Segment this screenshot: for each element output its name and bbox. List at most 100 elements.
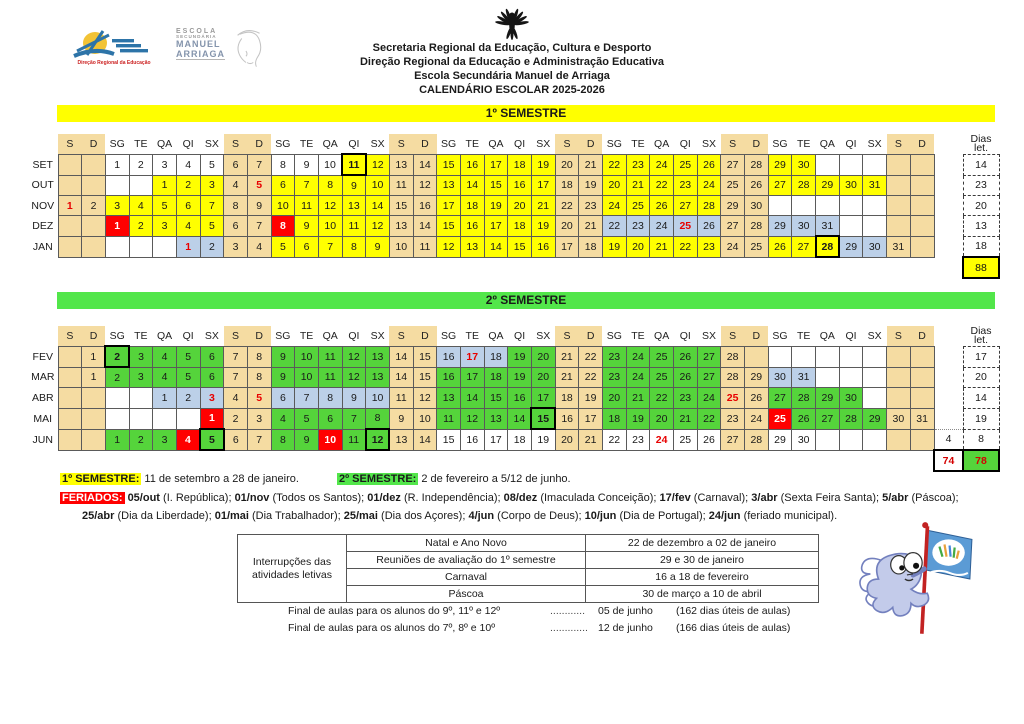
calendar-day-cell: 28 [838,407,864,430]
calendar-day-cell: 12 [365,215,390,237]
day-header: S [389,326,414,346]
calendar-day-cell: 16 [459,215,485,237]
spacer-cell [484,257,508,278]
calendar-day-cell: 4 [270,407,296,430]
month-label: ABR [28,387,58,408]
day-header: S [58,326,82,346]
calendar-day-cell: 19 [530,215,556,237]
day-header: TE [294,326,319,346]
mascot [846,512,976,649]
dias-letivos-cell: 14 [962,153,1000,176]
semester1-band: 1º SEMESTRE [57,105,995,122]
semester1-legend-text: 11 de setembro a 28 de janeiro. [141,473,299,485]
calendar-day-cell [57,235,83,258]
calendar-day-cell: 16 [554,407,580,430]
spacer-cell [910,450,934,471]
calendar-day-cell [175,407,201,430]
org-line-2: Direção Regional da Educação e Administr… [359,56,665,68]
spacer-cell [176,450,200,471]
spacer-cell [413,257,437,278]
holiday-date: 3/abr [751,492,778,504]
holiday-name: (R. Independência); [400,492,504,504]
calendar-day-cell: 1 [199,407,225,430]
calendar-day-cell: 2 [128,153,154,176]
spacer-cell [484,450,508,471]
calendar-day-cell: 12 [365,153,390,176]
calendar-day-cell: 13 [341,195,367,216]
calendar-day-cell [862,153,888,176]
calendar-day-cell: 17 [459,366,485,388]
calendar-day-cell: 23 [625,215,651,237]
calendar-day-cell [909,428,935,451]
spacer-cell [697,450,721,471]
calendar-day-cell [886,174,911,196]
spacer-cell [792,257,816,278]
calendar-day-cell [886,387,911,409]
org-line-3: Escola Secundária Manuel de Arriaga [414,70,610,82]
spacer-cell [934,367,963,388]
calendar-day-cell: 12 [341,366,367,388]
spacer-cell [934,236,963,257]
calendar-day-cell: 20 [554,428,580,451]
calendar-day-cell: 13 [365,345,390,368]
day-header: SG [271,134,295,154]
spacer-cell [318,257,342,278]
dias-letivos-cell: 20 [962,366,1000,388]
day-header: S [555,326,579,346]
dias-letivos-cell: 18 [962,235,1000,258]
calendar-day-cell: 23 [601,366,627,388]
holiday-date: 25/mai [343,509,378,522]
calendar-day-cell: 29 [815,387,840,409]
calendar-day-cell: 16 [459,153,485,176]
holiday-name: (feriado municipal). [740,509,838,522]
holiday-date: 4/jun [468,509,495,522]
calendar-day-cell [838,366,864,388]
calendar-day-cell: 12 [412,174,438,196]
calendar-day-cell: 30 [767,366,793,388]
calendar-day-cell: 14 [507,407,532,430]
corner-cell [28,257,58,278]
holiday-name: (Todos os Santos); [269,492,368,504]
day-header: SX [365,326,390,346]
calendar-day-cell: 25 [672,428,698,451]
calendar-day-cell: 11 [317,366,343,388]
day-header: SX [365,134,390,154]
totals-row: 74 78 [28,449,1000,472]
calendar-day-cell: 5 [175,366,201,388]
calendar-day-cell: 9 [270,366,296,388]
month-row-nov: NOV 1 2 3 4 5 6 7 8 9 10 11 12 13 14 15 16 17 18 19 20 21 22 23… [28,195,1000,216]
spacer-cell [721,450,745,471]
day-header: TE [791,326,816,346]
holidays-block: FERIADOS: 05/out (I. República); 01/nov … [60,490,970,525]
spacer-cell [318,450,342,471]
interruption-name: Páscoa [346,585,586,603]
calendar-day-cell: 14 [365,195,390,216]
month-label: NOV [28,195,58,216]
calendar-day-cell: 9 [294,215,319,237]
final-note-dots: ............ [550,605,586,617]
calendar-day-cell: 25 [743,235,769,258]
calendar-day-cell: 3 [199,387,225,409]
spacer-cell [579,450,603,471]
calendar-day-cell: 17 [483,428,509,451]
day-header: SG [602,134,627,154]
day-header: TE [294,134,319,154]
calendar-day-cell: 18 [507,153,532,176]
day-header: D [247,134,272,154]
final-note-text: Final de aulas para os alunos do 9º, 11º… [288,605,501,617]
calendar-day-cell: 1 [104,428,130,451]
calendar-day-cell: 15 [436,428,461,451]
calendar-day-cell: 4 [246,235,272,258]
calendar-day-cell: 7 [199,195,225,216]
calendar-day-cell: 5 [270,235,296,258]
day-header: S [555,134,579,154]
semester-dates-legend: 1º SEMESTRE: 11 de setembro a 28 de jane… [60,473,571,485]
calendar-day-cell: 21 [625,387,651,409]
day-header: QA [815,134,840,154]
calendar-day-cell: 25 [649,366,674,388]
calendar-day-cell: 28 [720,345,745,368]
calendar-day-cell: 8 [270,428,296,451]
interruption-dates: 30 de março a 10 de abril [585,585,819,603]
month-row-jun: JUN 1 2 3 4 5 6 7 8 9 10 11 12 13 14 15 16 17 18 19 20 21 22 23… [28,428,1000,451]
calendar-day-cell: 29 [862,407,888,430]
